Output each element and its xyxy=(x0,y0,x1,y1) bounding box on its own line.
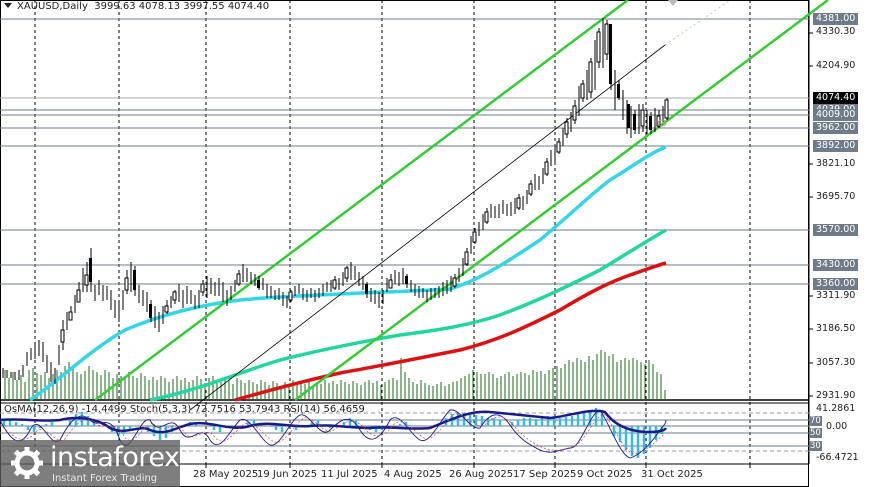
date-label-4aug: 4 Aug 2025 xyxy=(384,469,442,480)
date-label-28may: 28 May 2025 xyxy=(193,469,259,480)
price-tick-3311: 3311.90 xyxy=(816,290,856,301)
date-label-9oct: 9 Oct 2025 xyxy=(577,469,633,480)
level-label-3360: 3360.00 xyxy=(813,278,859,290)
date-label-11jul: 11 Jul 2025 xyxy=(321,469,378,480)
level-label-3962: 3962.00 xyxy=(813,122,859,134)
level-label-4381: 4381.00 xyxy=(813,13,859,25)
level-label-4039: 4039.00 xyxy=(813,104,859,110)
brand-tagline: Instant Forex Trading xyxy=(52,473,158,484)
date-label-31oct: 31 Oct 2025 xyxy=(641,469,703,480)
indicator-axis-max: 41.2861 xyxy=(816,403,856,414)
chart-title: XAUUSD,Daily 3999.63 4078.13 3997.55 407… xyxy=(4,1,269,12)
date-label-17sep: 17 Sep 2025 xyxy=(513,469,577,480)
price-tick-3695: 3695.70 xyxy=(816,191,856,202)
instaforex-watermark: instaforex Instant Forex Trading xyxy=(0,440,180,487)
level-label-4009: 4009.00 xyxy=(813,109,859,121)
indicator-level-30: 30 xyxy=(809,441,822,451)
indicator-level-50: 50 xyxy=(809,428,822,438)
price-tick-4204: 4204.90 xyxy=(816,60,856,71)
date-label-19jun: 19 Jun 2025 xyxy=(257,469,318,480)
ohlc-values: 3999.63 4078.13 3997.55 4074.40 xyxy=(94,1,270,12)
level-label-3570: 3570.00 xyxy=(813,224,859,236)
level-label-3892: 3892.00 xyxy=(813,140,859,152)
dropdown-triangle-icon[interactable] xyxy=(4,3,12,8)
indicator-axis-min: -66.4721 xyxy=(816,452,859,463)
price-tick-3821: 3821.10 xyxy=(816,158,856,169)
price-tick-3057: 3057.30 xyxy=(816,357,856,368)
price-tick-4330: 4330.30 xyxy=(816,26,856,37)
indicator-legend: OsMA(12,26,9) -14.4499 Stoch(5,3,3) 72.7… xyxy=(4,404,365,415)
price-tick-3186: 3186.50 xyxy=(816,323,856,334)
date-label-26aug: 26 Aug 2025 xyxy=(449,469,514,480)
price-tick-2931: 2931.90 xyxy=(816,390,856,401)
brand-name: instaforex xyxy=(50,442,180,473)
indicator-level-70: 70 xyxy=(809,416,822,426)
symbol-label: XAUUSD,Daily xyxy=(17,1,88,12)
gear-logo-icon xyxy=(11,447,43,479)
current-price-label: 4074.40 xyxy=(813,92,859,104)
indicator-axis-zero: 0.00 xyxy=(826,421,848,432)
level-label-3430: 3430.00 xyxy=(813,259,859,271)
